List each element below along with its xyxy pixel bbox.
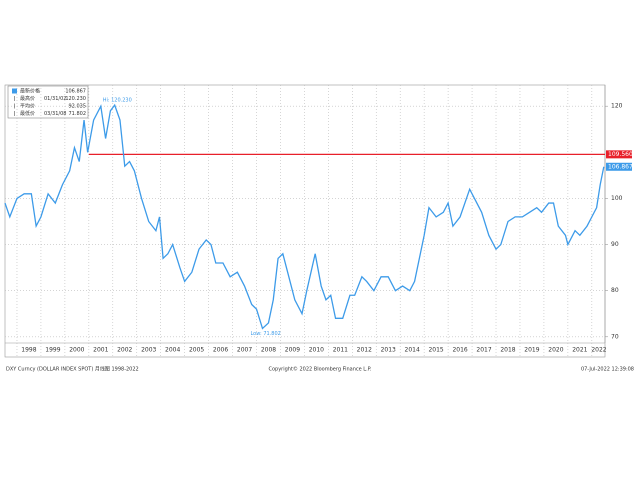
x-tick-label: 2003 (141, 347, 156, 354)
legend-value: 92.035 (69, 104, 87, 110)
x-tick-label: 2007 (237, 347, 252, 354)
x-tick-label: 2002 (117, 347, 132, 354)
footer-left: DXY Curncy (DOLLAR INDEX SPOT) 月线图 1998-… (6, 366, 139, 373)
x-tick-label: 2013 (381, 347, 396, 354)
last-label-bg (606, 162, 632, 171)
footer-right: 07-Jul-2022 12:39:08 (581, 367, 634, 373)
x-tick-label: 2020 (548, 347, 563, 354)
legend-name: 最新价格 (20, 88, 40, 95)
x-tick-label: 2022 (591, 347, 606, 354)
x-tick-label: 2015 (428, 347, 443, 354)
x-tick-label: 2008 (261, 347, 276, 354)
plot-frame (4, 84, 606, 358)
legend-value: 71.802 (69, 111, 87, 117)
x-tick-label: 2017 (476, 347, 491, 354)
y-tick-label: 90 (611, 241, 619, 248)
x-tick-label: 2000 (69, 347, 84, 354)
x-tick-label: 1998 (21, 347, 36, 354)
line (4, 103, 605, 330)
last-label: 106.867 (608, 163, 633, 170)
reference-label-bg (606, 150, 632, 159)
legend-box (7, 85, 89, 119)
x-tick-label: 2012 (357, 347, 372, 354)
x-tick-label: 2004 (165, 347, 180, 354)
x-tick-label: 2014 (405, 347, 420, 354)
legend-value: 120.230 (65, 96, 86, 102)
y-tick-label: 100 (611, 195, 623, 202)
x-tick-label: 2021 (572, 347, 587, 354)
x-tick-label: 2019 (524, 347, 539, 354)
legend-name: 最低价 (20, 110, 35, 117)
legend-value: 106.867 (65, 89, 86, 95)
x-tick-label: 2005 (189, 347, 204, 354)
legend-date: 01/31/02 (44, 96, 66, 102)
annotation: Hi: 120.230 (103, 98, 132, 104)
legend-date: 03/31/08 (44, 111, 66, 117)
y-tick-label: 70 (611, 333, 619, 340)
legend-name: 平均价 (20, 103, 35, 110)
x-tick-label: 2009 (285, 347, 300, 354)
legend-swatch (12, 88, 17, 94)
footer-center: Copyright© 2022 Bloomberg Finance L.P. (268, 366, 371, 373)
annotation: Low: 71.802 (250, 331, 280, 337)
x-tick-label: 2006 (213, 347, 228, 354)
x-tick-label: 2018 (500, 347, 515, 354)
y-tick-label: 120 (611, 103, 623, 110)
x-tick-label: 1999 (45, 347, 60, 354)
x-tick-label: 2001 (93, 347, 108, 354)
x-tick-label: 2016 (452, 347, 467, 354)
x-tick-label: 2011 (333, 347, 348, 354)
y-tick-label: 80 (611, 287, 619, 294)
legend-name: 最高价 (20, 95, 35, 102)
x-tick-label: 2010 (309, 347, 324, 354)
reference-label: 109.560 (608, 151, 633, 158)
